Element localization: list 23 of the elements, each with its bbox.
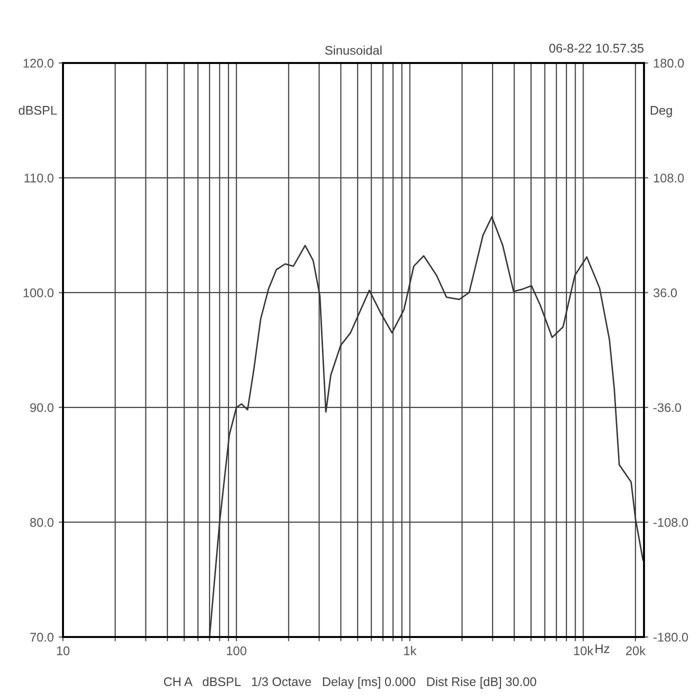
x-tick-label: 10k <box>574 646 594 656</box>
x-tick-label: 20k <box>626 646 646 656</box>
y-axis-title: dBSPL <box>18 106 57 115</box>
x-tick-label: 100 <box>226 646 246 656</box>
y-tick-label: 120.0 <box>24 58 54 68</box>
y-tick-label: 110.0 <box>24 174 54 182</box>
y-tick-label: 90.0 <box>30 403 54 412</box>
y2-tick-label: 108.0 <box>654 174 684 182</box>
text: CH A dBSPL 1/3 Octave Delay [ms] 0.000 Dist Rise [dB] 30.00 <box>164 676 536 689</box>
y2-tick-label: 36.0 <box>654 288 677 298</box>
y2-tick-label: -36.0 <box>654 403 682 412</box>
text: 06-8-22 10.57.35 <box>549 44 644 53</box>
y2-tick-label: 180.0 <box>654 58 684 68</box>
x-axis-title: Hz <box>596 644 610 653</box>
y-tick-label: 80.0 <box>30 518 54 527</box>
y2-axis-title: Deg <box>650 106 672 118</box>
x-tick-label: 10 <box>57 646 70 656</box>
y-tick-label: 100.0 <box>24 288 54 298</box>
y2-tick-label: -108.0 <box>654 518 688 527</box>
y-tick-label: 70.0 <box>30 632 54 642</box>
x-tick-label: 1k <box>404 646 416 656</box>
chart-title: Sinusoidal <box>325 46 382 55</box>
y2-tick-label: -180.0 <box>654 632 688 642</box>
